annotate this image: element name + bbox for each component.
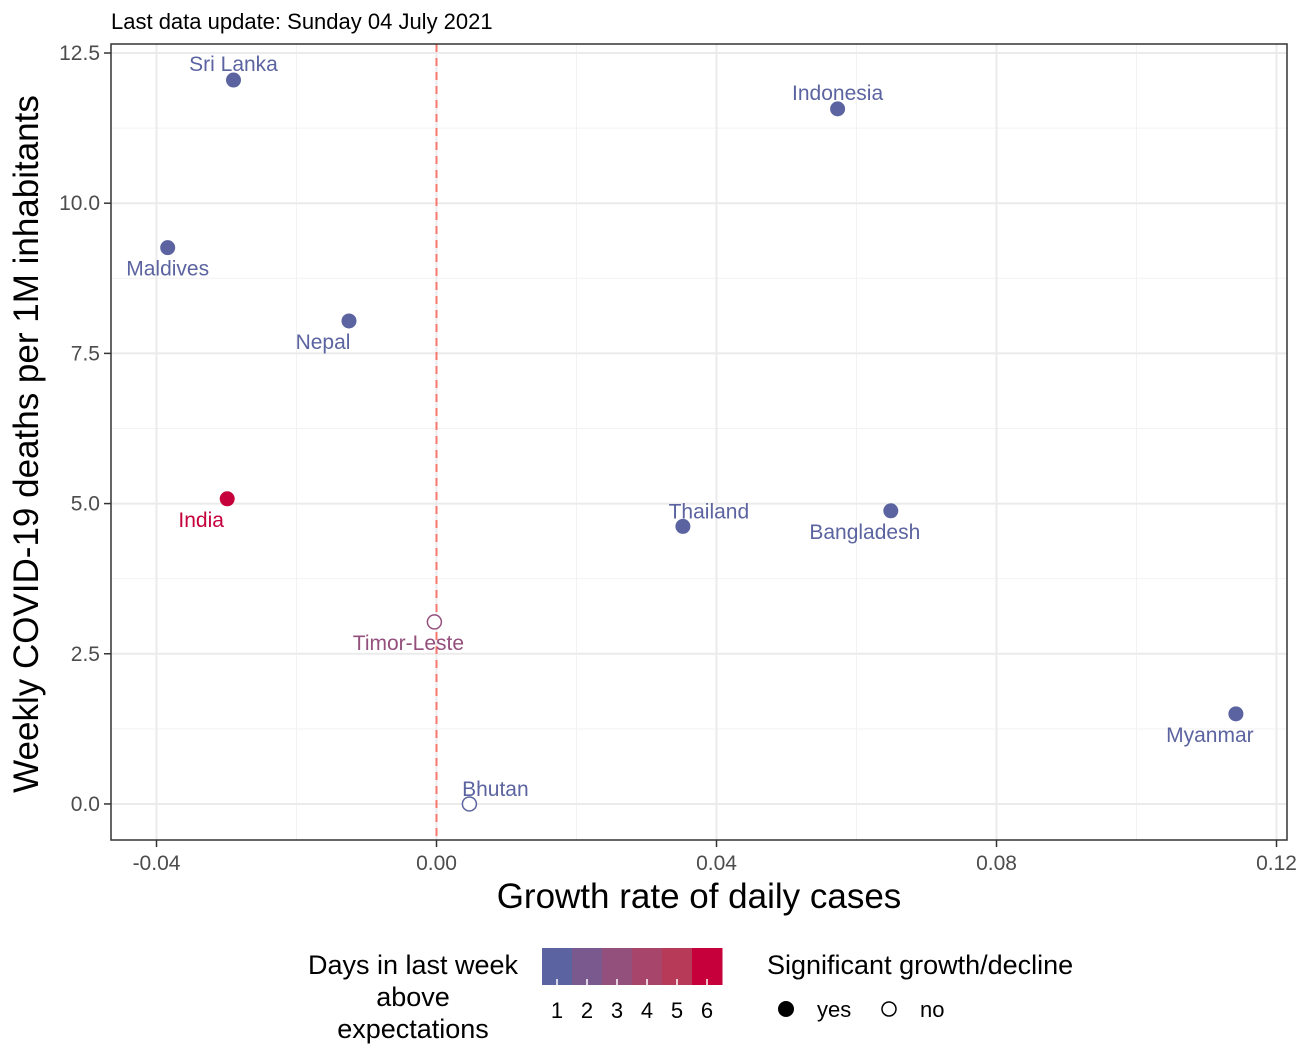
y-tick-label: 5.0 <box>71 493 100 516</box>
data-point <box>426 614 443 630</box>
point-label: Sri Lanka <box>189 53 278 76</box>
legend-colorbar-label: 2 <box>581 998 593 1023</box>
legend-colorbar-label: 1 <box>551 998 563 1023</box>
point-label: Myanmar <box>1166 724 1254 747</box>
chart-subtitle: Last data update: Sunday 04 July 2021 <box>111 9 493 34</box>
legend-colorbar-segment <box>572 948 603 985</box>
y-tick-label: 2.5 <box>71 643 100 666</box>
panel-border <box>110 43 1288 841</box>
data-point <box>675 518 691 534</box>
data-point <box>219 491 235 507</box>
y-tick-label: 7.5 <box>71 342 100 365</box>
data-point <box>830 101 846 117</box>
legend-shape-title: Significant growth/decline <box>767 950 1073 980</box>
legend-colorbar-segment <box>632 948 663 985</box>
y-tick-label: 0.0 <box>71 793 100 816</box>
data-point <box>160 240 176 256</box>
legend-shape-label: no <box>920 997 944 1022</box>
legend-colorbar-label: 4 <box>641 998 653 1023</box>
x-axis-title: Growth rate of daily cases <box>497 877 902 916</box>
y-tick-label: 12.5 <box>59 42 100 65</box>
data-point <box>461 796 478 812</box>
data-point <box>226 72 241 88</box>
point-label: India <box>178 509 224 532</box>
point-label: Thailand <box>669 500 750 523</box>
legend-colorbar-segment <box>602 948 633 985</box>
legend-shape-key <box>778 1001 794 1017</box>
x-tick-label: 0.00 <box>416 852 457 875</box>
x-tick-label: 0.08 <box>976 852 1017 875</box>
point-label: Bangladesh <box>809 521 920 544</box>
x-tick-label: -0.04 <box>133 852 181 875</box>
legend-colorbar-segment <box>542 948 573 985</box>
y-axis-title: Weekly COVID-19 deaths per 1M inhabitant… <box>7 95 46 793</box>
legend-color-title: above <box>376 982 450 1012</box>
legend-colorbar-label: 3 <box>611 998 623 1023</box>
point-label: Bhutan <box>462 778 529 801</box>
point-label: Maldives <box>126 258 209 281</box>
plot-panel: -0.04 0.00 0.04 0.08 0.12 0.0 2.5 5.0 7.5 10.0 12.… <box>59 42 1297 875</box>
data-point <box>341 313 357 329</box>
legend-colorbar-label: 5 <box>671 998 683 1023</box>
data-point <box>1228 706 1244 722</box>
x-tick-label: 0.12 <box>1256 852 1297 875</box>
legend-shape-label: yes <box>817 997 851 1022</box>
point-label: Indonesia <box>792 82 883 105</box>
legend-colorbar-label: 6 <box>701 998 713 1023</box>
legend-color-title: expectations <box>337 1014 489 1044</box>
x-tick-label: 0.04 <box>696 852 737 875</box>
point-label: Nepal <box>296 331 351 354</box>
legend-color-title: Days in last week <box>308 950 519 980</box>
y-tick-label: 10.0 <box>59 192 100 215</box>
legend-colorbar-segment <box>662 948 693 985</box>
legend-shape-key <box>881 1001 897 1017</box>
data-point <box>883 503 899 519</box>
legend-colorbar-segment <box>692 948 723 985</box>
point-label: Timor-Leste <box>353 632 464 655</box>
